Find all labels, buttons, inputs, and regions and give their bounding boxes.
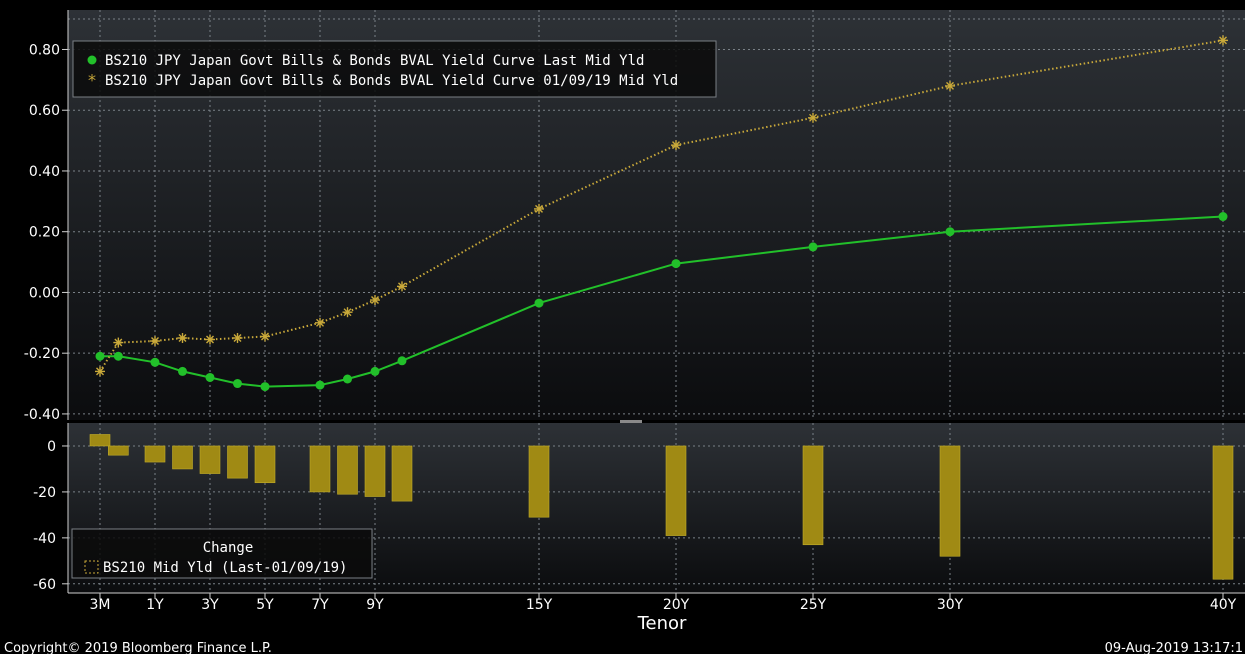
- previous-yield-point-7Y: [315, 318, 325, 328]
- previous-yield-point-4Y: [233, 333, 243, 343]
- lower-y-tick-label: -40: [33, 531, 56, 547]
- x-tick-label: 20Y: [663, 597, 690, 613]
- current-yield-point-8Y: [343, 375, 352, 384]
- previous-yield-point-40Y: [1218, 35, 1228, 45]
- change-bar-2Y: [173, 446, 193, 469]
- legend-current-label: BS210 JPY Japan Govt Bills & Bonds BVAL …: [105, 53, 644, 69]
- current-yield-point-9Y: [371, 367, 380, 376]
- change-bar-7Y: [310, 446, 330, 492]
- x-tick-label: 7Y: [311, 597, 329, 613]
- current-yield-point-15Y: [535, 299, 544, 308]
- previous-yield-point-8Y: [343, 307, 353, 317]
- previous-yield-point-3M: [95, 366, 105, 376]
- upper-y-tick-label: 0.60: [29, 103, 60, 119]
- x-axis: 3M 1Y 3Y 5Y 7Y 9Y 15Y 20Y 25Y 30Y 40Y: [68, 593, 1245, 613]
- timestamp-text: 09-Aug-2019 13:17:1: [1105, 641, 1243, 654]
- current-yield-point-4Y: [233, 379, 242, 388]
- current-yield-point-20Y: [672, 259, 681, 268]
- x-tick-label: 9Y: [366, 597, 384, 613]
- current-yield-point-7Y: [316, 381, 325, 390]
- change-bar-30Y: [940, 446, 960, 556]
- upper-y-axis: -0.40 -0.20 0.00 0.20 0.40 0.60 0.80: [24, 10, 68, 423]
- legend-previous-label: BS210 JPY Japan Govt Bills & Bonds BVAL …: [105, 73, 678, 89]
- previous-yield-point-30Y: [945, 81, 955, 91]
- change-bar-4Y: [228, 446, 248, 478]
- current-yield-point-6M: [114, 352, 123, 361]
- previous-yield-point-10Y: [397, 281, 407, 291]
- upper-y-tick-label: 0.00: [29, 285, 60, 301]
- upper-y-tick-label: 0.40: [29, 164, 60, 180]
- current-yield-point-1Y: [151, 358, 160, 367]
- current-yield-point-40Y: [1219, 212, 1228, 221]
- lower-y-axis: -60 -40 -20 0: [33, 423, 68, 593]
- x-tick-label: 1Y: [146, 597, 164, 613]
- change-bar-1Y: [145, 446, 165, 462]
- previous-yield-point-9Y: [370, 295, 380, 305]
- change-bar-3M: [90, 434, 110, 445]
- x-tick-label: 3M: [90, 597, 111, 613]
- x-tick-label: 40Y: [1210, 597, 1237, 613]
- change-bar-9Y: [365, 446, 385, 497]
- previous-yield-point-3Y: [205, 335, 215, 345]
- current-yield-point-3Y: [206, 373, 215, 382]
- previous-yield-point-5Y: [260, 331, 270, 341]
- previous-yield-point-1Y: [150, 336, 160, 346]
- change-bar-6M: [108, 446, 128, 455]
- change-bar-3Y: [200, 446, 220, 474]
- x-tick-label: 25Y: [800, 597, 827, 613]
- current-yield-point-25Y: [809, 242, 818, 251]
- upper-y-tick-label: -0.40: [24, 407, 60, 423]
- x-tick-label: 5Y: [256, 597, 274, 613]
- previous-yield-point-2Y: [178, 333, 188, 343]
- x-axis-title: Tenor: [637, 613, 687, 634]
- legend-previous-marker: *: [88, 71, 96, 90]
- change-bar-5Y: [255, 446, 275, 483]
- lower-y-tick-label: -60: [33, 577, 56, 593]
- x-tick-label: 15Y: [526, 597, 553, 613]
- change-bar-10Y: [392, 446, 412, 501]
- legend-change-label: BS210 Mid Yld (Last-01/09/19): [103, 560, 347, 576]
- current-yield-point-2Y: [178, 367, 187, 376]
- upper-y-tick-label: 0.80: [29, 42, 60, 58]
- current-yield-point-3M: [96, 352, 105, 361]
- upper-y-tick-label: -0.20: [24, 346, 60, 362]
- previous-yield-point-25Y: [808, 113, 818, 123]
- previous-yield-point-20Y: [671, 140, 681, 150]
- lower-legend: Change BS210 Mid Yld (Last-01/09/19): [72, 529, 372, 578]
- upper-y-tick-label: 0.20: [29, 225, 60, 241]
- upper-legend: * BS210 JPY Japan Govt Bills & Bonds BVA…: [73, 41, 716, 97]
- lower-y-tick-label: -20: [33, 485, 56, 501]
- legend-current-marker: [88, 56, 97, 65]
- previous-yield-point-6M: [113, 338, 123, 348]
- current-yield-point-10Y: [398, 356, 407, 365]
- copyright-text: Copyright© 2019 Bloomberg Finance L.P.: [4, 641, 272, 654]
- change-bar-40Y: [1213, 446, 1233, 579]
- current-yield-point-30Y: [946, 227, 955, 236]
- previous-yield-point-15Y: [534, 204, 544, 214]
- current-yield-point-5Y: [261, 382, 270, 391]
- lower-y-tick-label: 0: [47, 439, 56, 455]
- change-bar-8Y: [338, 446, 358, 494]
- x-tick-label: 3Y: [201, 597, 219, 613]
- x-tick-label: 30Y: [937, 597, 964, 613]
- lower-legend-title: Change: [203, 540, 254, 556]
- change-bar-15Y: [529, 446, 549, 517]
- change-bar-20Y: [666, 446, 686, 536]
- panel-splitter-handle[interactable]: [620, 420, 642, 423]
- change-bar-25Y: [803, 446, 823, 545]
